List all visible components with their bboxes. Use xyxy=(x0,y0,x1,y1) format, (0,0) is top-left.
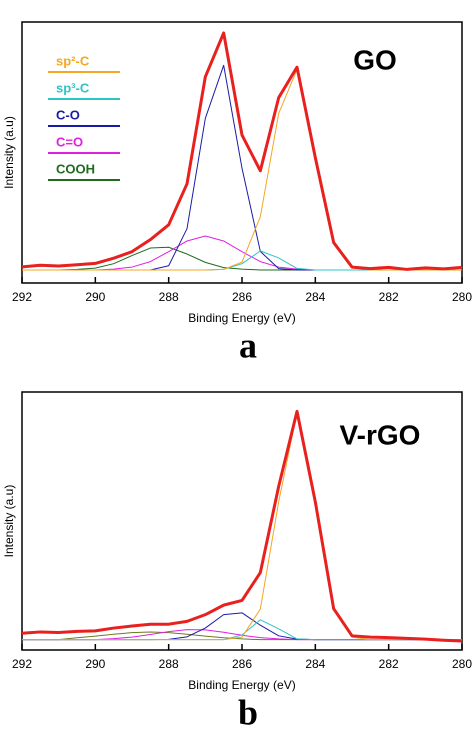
y-axis-label: Intensity (a.u) xyxy=(2,485,16,558)
x-tick-label: 292 xyxy=(12,657,32,671)
x-tick-label: 290 xyxy=(85,657,105,671)
x-tick-label: 284 xyxy=(305,657,325,671)
x-tick-label: 286 xyxy=(232,290,252,304)
x-tick-label: 286 xyxy=(232,657,252,671)
x-axis-label: Binding Energy (eV) xyxy=(188,311,295,325)
data-line xyxy=(21,409,463,643)
component-line xyxy=(22,246,462,271)
legend-label: C=O xyxy=(56,134,83,149)
x-tick-label: 284 xyxy=(305,290,325,304)
legend-label: C-O xyxy=(56,107,80,122)
data-line xyxy=(21,31,463,271)
x-tick-label: 280 xyxy=(452,657,472,671)
annotation: V-rGO xyxy=(340,419,421,450)
x-tick-label: 292 xyxy=(12,290,32,304)
legend-label: COOH xyxy=(56,161,95,176)
component-line xyxy=(22,412,462,641)
legend-label: sp³-C xyxy=(56,80,90,95)
x-tick-label: 280 xyxy=(452,290,472,304)
y-axis-label: Intensity (a.u) xyxy=(2,116,16,189)
x-tick-label: 290 xyxy=(85,290,105,304)
x-tick-label: 288 xyxy=(159,657,179,671)
component-line xyxy=(22,69,462,271)
legend-label: sp²-C xyxy=(56,53,90,68)
panel-label: a xyxy=(239,325,257,365)
x-tick-label: 288 xyxy=(159,290,179,304)
x-tick-label: 282 xyxy=(379,657,399,671)
annotation: GO xyxy=(353,44,397,75)
panel-label: b xyxy=(238,692,258,732)
x-axis-label: Binding Energy (eV) xyxy=(188,678,295,692)
x-tick-label: 282 xyxy=(379,290,399,304)
